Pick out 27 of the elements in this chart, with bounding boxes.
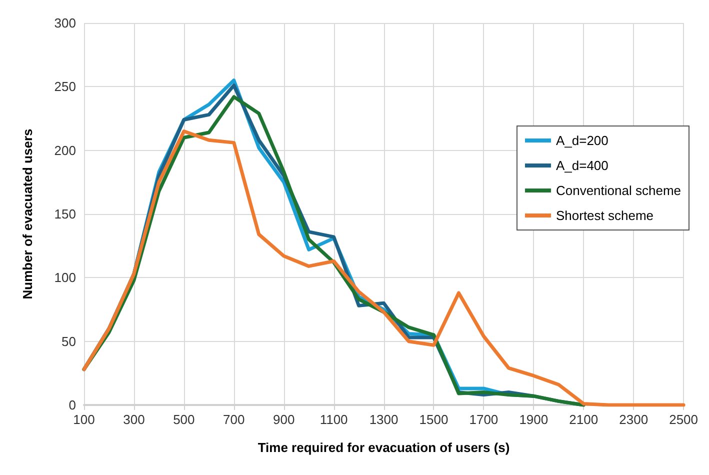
y-tick-label: 100	[54, 270, 76, 286]
y-tick-label: 50	[62, 334, 76, 349]
x-tick-label: 1900	[519, 412, 548, 427]
x-tick-label: 700	[223, 412, 245, 427]
line-series	[82, 129, 686, 407]
y-tick-label: 150	[54, 206, 76, 222]
x-tick-label: 1500	[419, 412, 448, 427]
y-tick-label: 300	[54, 16, 76, 30]
legend-label: Shortest scheme	[556, 208, 654, 223]
x-tick-label: 2100	[569, 412, 598, 427]
x-tick-label: 300	[123, 412, 145, 427]
x-tick-label: 900	[272, 412, 295, 427]
x-tick-label: 1300	[369, 412, 398, 427]
x-tick-label: 1100	[320, 412, 348, 427]
legend-label: A_d=200	[556, 133, 608, 148]
y-tick-label: 200	[54, 142, 76, 158]
x-tick-label: 1700	[469, 412, 498, 427]
y-tick-label: 0	[68, 398, 76, 412]
x-tick-label: 2300	[619, 412, 648, 427]
legend-label: A_d=400	[556, 158, 608, 173]
x-axis-title: Time required for evacuation of users (s)	[258, 440, 510, 455]
legend-label: Conventional scheme	[556, 183, 682, 198]
y-tick-label: 250	[54, 79, 76, 94]
x-tick-label: 100	[73, 412, 95, 427]
x-tick-label: 2500	[669, 412, 698, 427]
y-axis-title: Number of evacuated users	[20, 128, 35, 300]
x-tick-label: 500	[173, 412, 195, 427]
